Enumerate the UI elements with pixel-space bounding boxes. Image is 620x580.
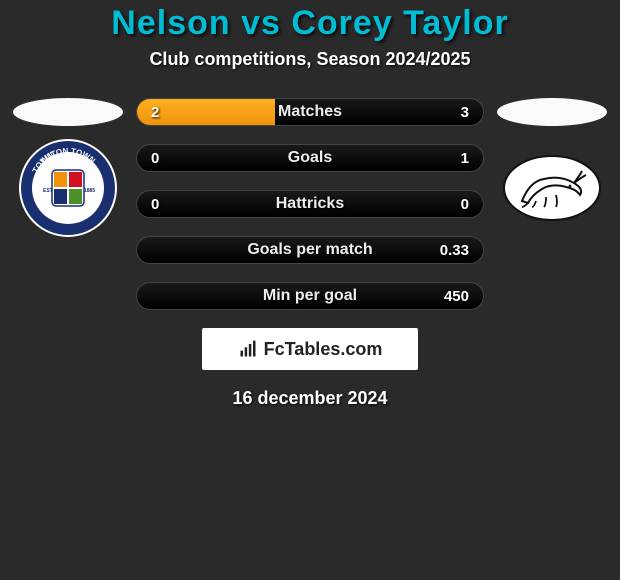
brand-badge: FcTables.com <box>202 328 418 370</box>
stat-right-value: 0 <box>461 196 469 213</box>
stat-bar: 0Goals1 <box>136 144 484 172</box>
luton-badge-icon: LUTON TOWN LUTON TOWN FOOTBALL CLUB <box>18 138 118 238</box>
stat-right-value: 450 <box>444 288 469 305</box>
right-club-badge <box>502 138 602 238</box>
stat-right-value: 1 <box>461 150 469 167</box>
stat-bar: 2Matches3 <box>136 98 484 126</box>
stat-name: Goals per match <box>137 241 483 259</box>
left-club-badge: LUTON TOWN LUTON TOWN FOOTBALL CLUB <box>18 138 118 238</box>
page-title: Nelson vs Corey Taylor <box>0 4 620 43</box>
page-subtitle: Club competitions, Season 2024/2025 <box>0 49 620 70</box>
chart-icon <box>238 339 258 359</box>
right-player-avatar <box>497 98 607 126</box>
derby-badge-icon <box>502 153 602 223</box>
main-row: LUTON TOWN LUTON TOWN FOOTBALL CLUB <box>0 98 620 310</box>
stat-bar: Goals per match0.33 <box>136 236 484 264</box>
stat-right-value: 0.33 <box>440 242 469 259</box>
brand-text: FcTables.com <box>264 339 383 360</box>
svg-text:EST: EST <box>43 188 53 194</box>
stats-column: 2Matches30Goals10Hattricks0Goals per mat… <box>136 98 484 310</box>
svg-text:1885: 1885 <box>84 188 95 194</box>
stat-name: Min per goal <box>137 287 483 305</box>
left-player-col: LUTON TOWN LUTON TOWN FOOTBALL CLUB <box>8 98 128 238</box>
right-player-col <box>492 98 612 238</box>
stat-bar: Min per goal450 <box>136 282 484 310</box>
date-line: 16 december 2024 <box>0 388 620 409</box>
stat-name: Hattricks <box>137 195 483 213</box>
left-player-avatar <box>13 98 123 126</box>
comparison-infographic: Nelson vs Corey Taylor Club competitions… <box>0 0 620 409</box>
stat-bar: 0Hattricks0 <box>136 190 484 218</box>
stat-right-value: 3 <box>461 104 469 121</box>
stat-name: Matches <box>137 103 483 121</box>
stat-name: Goals <box>137 149 483 167</box>
